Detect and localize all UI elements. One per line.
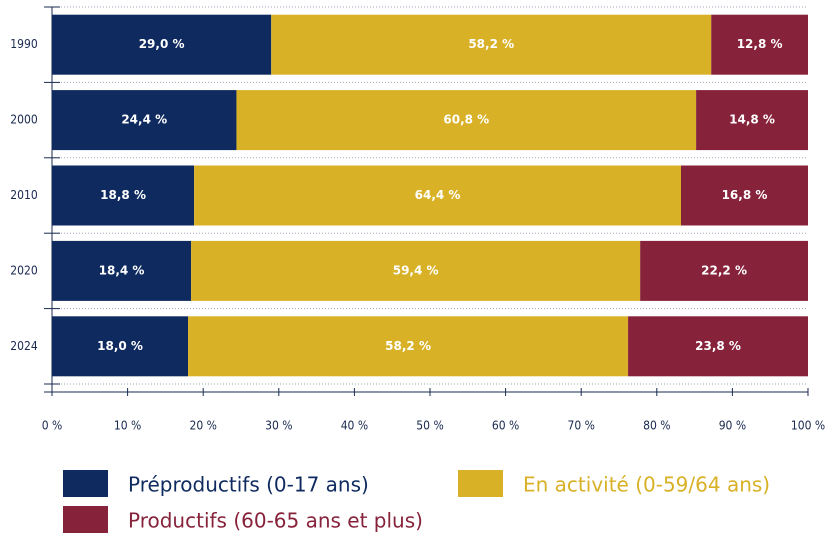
legend-swatch <box>63 470 108 497</box>
x-tick-label: 0 % <box>42 419 63 433</box>
y-tick-label: 2020 <box>10 263 38 277</box>
legend-label: En activité (0-59/64 ans) <box>523 473 770 497</box>
value-label: 14,8 % <box>729 113 775 127</box>
x-tick-label: 20 % <box>189 419 216 433</box>
value-label: 59,4 % <box>393 263 439 277</box>
bar-segment <box>236 90 697 151</box>
bar-segment <box>696 90 808 151</box>
value-label: 23,8 % <box>695 339 741 353</box>
value-label: 58,2 % <box>468 37 514 51</box>
value-label: 64,4 % <box>415 188 461 202</box>
x-tick-label: 80 % <box>643 419 670 433</box>
x-tick-label: 60 % <box>492 419 519 433</box>
legend-swatch <box>458 470 503 497</box>
bar-segment <box>194 165 681 226</box>
x-tick-label: 40 % <box>341 419 368 433</box>
bar-segment <box>52 165 195 226</box>
bar-segment <box>711 14 808 75</box>
x-tick-label: 50 % <box>416 419 443 433</box>
bar-segment <box>52 240 192 301</box>
value-label: 24,4 % <box>121 113 167 127</box>
x-tick-label: 90 % <box>719 419 746 433</box>
bar-segment <box>640 240 808 301</box>
x-tick-label: 30 % <box>265 419 292 433</box>
value-label: 22,2 % <box>701 263 747 277</box>
x-tick-label: 10 % <box>114 419 141 433</box>
legend-swatch <box>63 506 108 533</box>
bar-segment <box>191 240 641 301</box>
value-label: 18,0 % <box>97 339 143 353</box>
legend-label: Productifs (60-65 ans et plus) <box>128 509 423 533</box>
y-tick-label: 2024 <box>10 339 38 353</box>
y-tick-label: 1990 <box>10 37 38 51</box>
x-tick-label: 70 % <box>567 419 594 433</box>
legend-label: Préproductifs (0-17 ans) <box>128 473 369 497</box>
bar-segment <box>188 316 629 377</box>
value-label: 29,0 % <box>139 37 185 51</box>
y-tick-label: 2010 <box>10 188 38 202</box>
value-label: 18,4 % <box>99 263 145 277</box>
bar-segment <box>52 90 237 151</box>
value-label: 60,8 % <box>443 113 489 127</box>
y-tick-label: 2000 <box>10 113 38 127</box>
bar-segment <box>52 14 272 75</box>
bar-segment <box>628 316 808 377</box>
bar-segment <box>271 14 712 75</box>
bar-segment <box>52 316 189 377</box>
x-tick-label: 100 % <box>791 419 825 433</box>
value-label: 18,8 % <box>100 188 146 202</box>
value-label: 12,8 % <box>737 37 783 51</box>
value-label: 16,8 % <box>722 188 768 202</box>
value-label: 58,2 % <box>385 339 431 353</box>
bar-segment <box>680 165 808 226</box>
